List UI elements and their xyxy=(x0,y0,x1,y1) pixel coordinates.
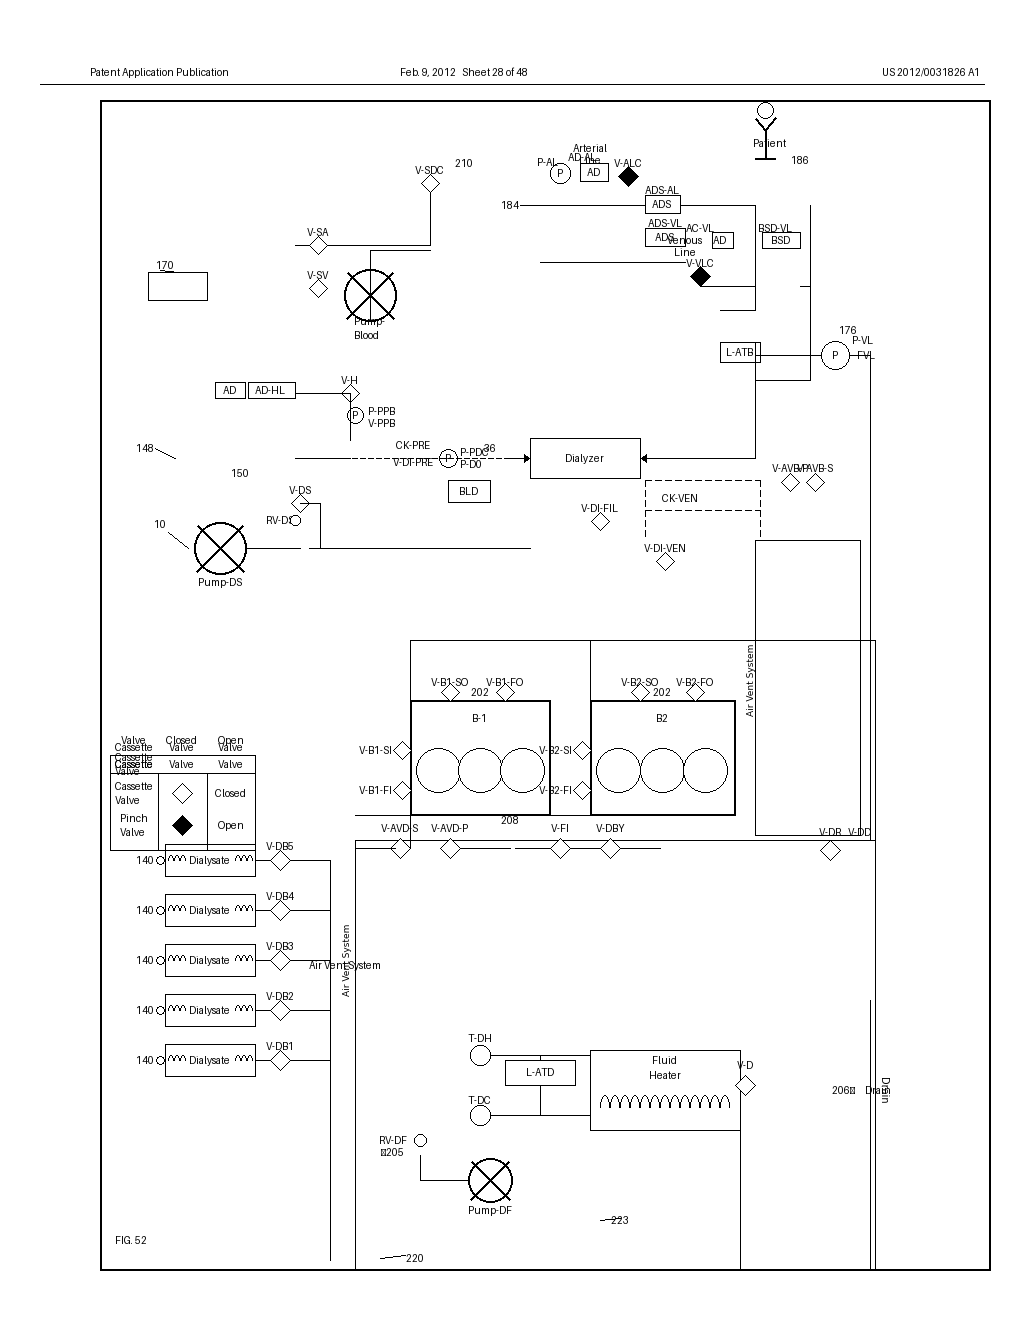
Text: Air Vent System: Air Vent System xyxy=(342,924,351,997)
Text: Drain: Drain xyxy=(878,1077,888,1104)
Text: Air Vent System: Air Vent System xyxy=(748,644,757,717)
